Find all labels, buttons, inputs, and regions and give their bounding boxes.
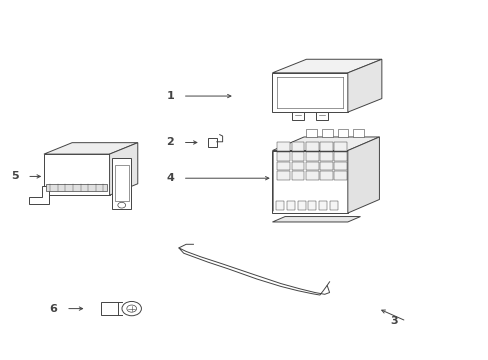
Polygon shape — [308, 201, 316, 210]
Polygon shape — [334, 171, 346, 180]
Polygon shape — [352, 129, 363, 137]
Circle shape — [118, 202, 125, 208]
Polygon shape — [277, 171, 289, 180]
Polygon shape — [305, 152, 318, 161]
Polygon shape — [291, 171, 304, 180]
Text: 1: 1 — [166, 91, 174, 101]
Polygon shape — [272, 137, 379, 150]
Polygon shape — [305, 143, 318, 151]
Polygon shape — [46, 184, 107, 191]
Polygon shape — [320, 152, 332, 161]
Text: 6: 6 — [49, 303, 57, 314]
Polygon shape — [329, 201, 337, 210]
Polygon shape — [29, 186, 49, 204]
Polygon shape — [334, 143, 346, 151]
Polygon shape — [286, 201, 294, 210]
Polygon shape — [207, 138, 216, 147]
Polygon shape — [272, 217, 360, 222]
Polygon shape — [291, 152, 304, 161]
Polygon shape — [337, 129, 347, 137]
Polygon shape — [112, 158, 131, 210]
Polygon shape — [297, 201, 305, 210]
Polygon shape — [322, 129, 332, 137]
Polygon shape — [44, 154, 109, 195]
Polygon shape — [115, 165, 128, 201]
Polygon shape — [319, 201, 326, 210]
Polygon shape — [276, 201, 284, 210]
Polygon shape — [272, 59, 381, 73]
Polygon shape — [44, 143, 138, 154]
Text: 5: 5 — [11, 171, 19, 181]
Polygon shape — [109, 143, 138, 195]
Polygon shape — [277, 152, 289, 161]
Polygon shape — [305, 171, 318, 180]
Polygon shape — [272, 73, 347, 112]
Polygon shape — [101, 302, 118, 315]
Text: 3: 3 — [389, 316, 397, 326]
Polygon shape — [179, 248, 329, 295]
Polygon shape — [320, 171, 332, 180]
Polygon shape — [291, 162, 304, 170]
Circle shape — [122, 301, 141, 316]
Polygon shape — [316, 112, 327, 120]
Polygon shape — [272, 150, 347, 213]
Polygon shape — [334, 162, 346, 170]
Polygon shape — [277, 143, 289, 151]
Polygon shape — [306, 129, 317, 137]
Polygon shape — [347, 137, 379, 213]
Text: 2: 2 — [166, 138, 174, 148]
Text: 4: 4 — [166, 173, 174, 183]
Polygon shape — [347, 59, 381, 112]
Circle shape — [126, 305, 136, 312]
Polygon shape — [291, 143, 304, 151]
Polygon shape — [305, 162, 318, 170]
Polygon shape — [320, 162, 332, 170]
Polygon shape — [277, 162, 289, 170]
Polygon shape — [320, 143, 332, 151]
Polygon shape — [291, 112, 303, 120]
Polygon shape — [334, 152, 346, 161]
